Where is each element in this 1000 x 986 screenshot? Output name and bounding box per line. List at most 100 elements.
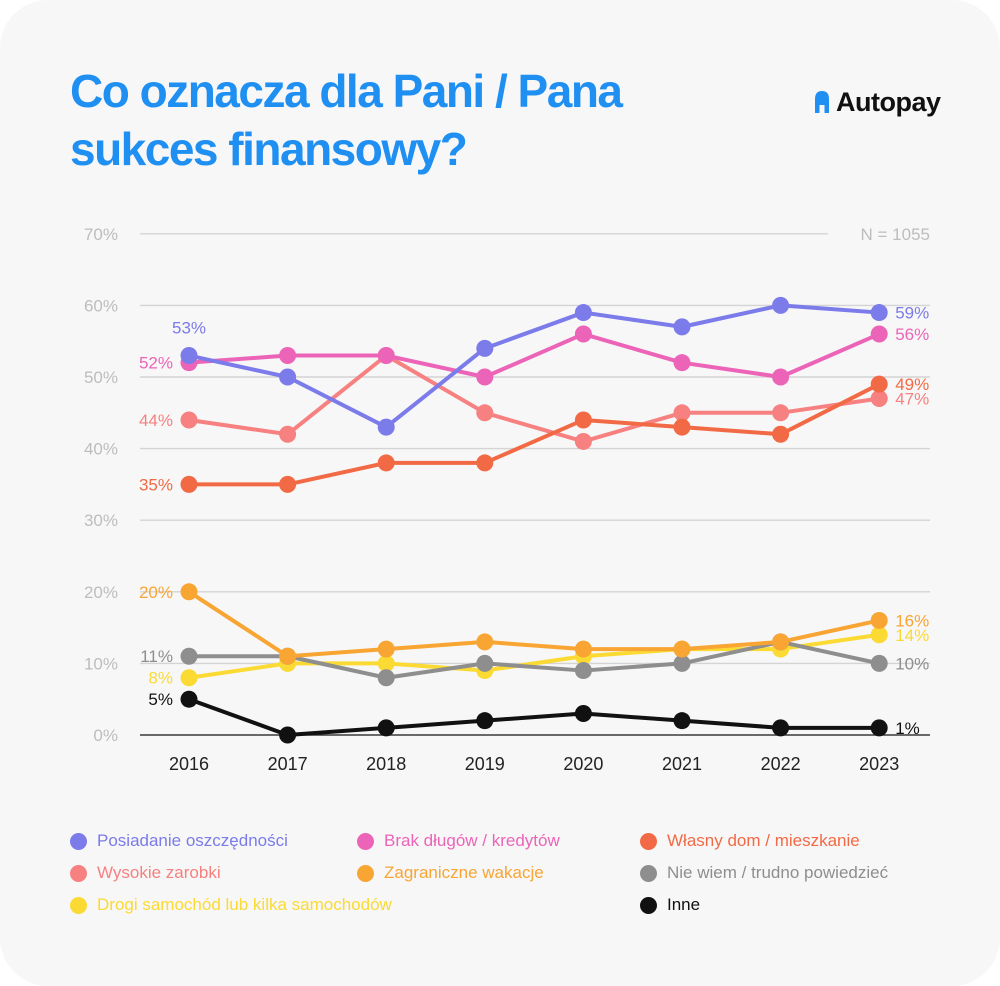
autopay-logo-icon <box>815 91 829 113</box>
title-line-2: sukces finansowy? <box>70 123 468 175</box>
data-point <box>377 418 395 436</box>
data-point <box>377 719 395 737</box>
data-point <box>180 647 198 665</box>
data-label-end: 1% <box>895 719 920 738</box>
data-point <box>574 640 592 658</box>
data-label-end: 49% <box>895 375 929 394</box>
data-point <box>180 669 198 687</box>
x-tick-label: 2023 <box>859 754 899 774</box>
data-point <box>772 296 790 314</box>
data-point <box>772 633 790 651</box>
data-label-end: 59% <box>895 304 929 323</box>
data-label-start: 52% <box>139 354 173 373</box>
series-line <box>187 303 882 430</box>
data-point <box>772 719 790 737</box>
data-label-start: 44% <box>139 411 173 430</box>
y-tick-label: 60% <box>84 296 118 315</box>
data-point <box>673 640 691 658</box>
data-label-end: 56% <box>895 325 929 344</box>
data-point <box>574 304 592 322</box>
data-point <box>574 325 592 343</box>
data-point <box>870 626 888 644</box>
data-point <box>870 389 888 407</box>
data-label-start: 20% <box>139 583 173 602</box>
data-point <box>279 368 297 386</box>
series-line <box>187 332 882 379</box>
data-point <box>180 475 198 493</box>
series-line <box>187 697 882 737</box>
y-tick-label: 50% <box>84 368 118 387</box>
y-tick-label: 30% <box>84 511 118 530</box>
data-point <box>673 404 691 422</box>
data-label-end: 16% <box>895 611 929 630</box>
x-tick-label: 2019 <box>465 754 505 774</box>
data-point <box>772 404 790 422</box>
data-point <box>476 404 494 422</box>
x-tick-label: 2016 <box>169 754 209 774</box>
data-point <box>377 669 395 687</box>
data-point <box>870 719 888 737</box>
data-point <box>279 726 297 744</box>
data-point <box>476 339 494 357</box>
chart-title: Co oznacza dla Pani / Pana sukces finans… <box>70 62 710 178</box>
data-label-end: 47% <box>895 389 929 408</box>
data-point <box>772 425 790 443</box>
series-line <box>187 382 882 487</box>
data-point <box>673 654 691 672</box>
data-point <box>870 325 888 343</box>
data-point <box>870 304 888 322</box>
series-line <box>187 639 882 680</box>
y-tick-label: 70% <box>84 225 118 244</box>
data-point <box>377 347 395 365</box>
data-point <box>180 690 198 708</box>
autopay-logo: Autopay <box>814 86 941 118</box>
data-point <box>673 712 691 730</box>
data-point <box>574 432 592 450</box>
x-tick-label: 2018 <box>366 754 406 774</box>
data-label-start: 53% <box>172 319 206 338</box>
data-point <box>476 454 494 472</box>
data-point <box>476 368 494 386</box>
x-tick-label: 2021 <box>662 754 702 774</box>
data-point <box>377 654 395 672</box>
data-label-start: 5% <box>148 690 173 709</box>
data-point <box>180 411 198 429</box>
x-tick-label: 2022 <box>761 754 801 774</box>
title-line-1: Co oznacza dla Pani / Pana <box>70 65 623 117</box>
data-point <box>870 375 888 393</box>
data-label-start: 11% <box>140 647 173 666</box>
x-tick-label: 2017 <box>268 754 308 774</box>
data-point <box>377 640 395 658</box>
data-label-start: 8% <box>148 669 173 688</box>
data-point <box>772 368 790 386</box>
y-tick-label: 10% <box>84 654 118 673</box>
data-point <box>279 647 297 665</box>
x-tick-label: 2020 <box>563 754 603 774</box>
data-point <box>377 454 395 472</box>
data-label-start: 35% <box>139 475 173 494</box>
series-line <box>187 353 882 444</box>
y-tick-label: 40% <box>84 440 118 459</box>
data-point <box>279 347 297 365</box>
data-point <box>476 654 494 672</box>
series-line <box>187 589 882 659</box>
data-point <box>870 654 888 672</box>
sample-size-label: N = 1055 <box>861 225 930 244</box>
data-point <box>476 633 494 651</box>
logo-text: Autopay <box>836 86 941 117</box>
data-point <box>870 611 888 629</box>
data-point <box>574 411 592 429</box>
data-point <box>180 583 198 601</box>
data-point <box>279 425 297 443</box>
y-tick-label: 0% <box>93 726 118 745</box>
data-point <box>476 712 494 730</box>
data-point <box>673 318 691 336</box>
data-point <box>180 347 198 365</box>
series-line <box>187 632 882 680</box>
data-point <box>673 418 691 436</box>
data-point <box>574 705 592 723</box>
data-point <box>279 475 297 493</box>
data-point <box>574 662 592 680</box>
